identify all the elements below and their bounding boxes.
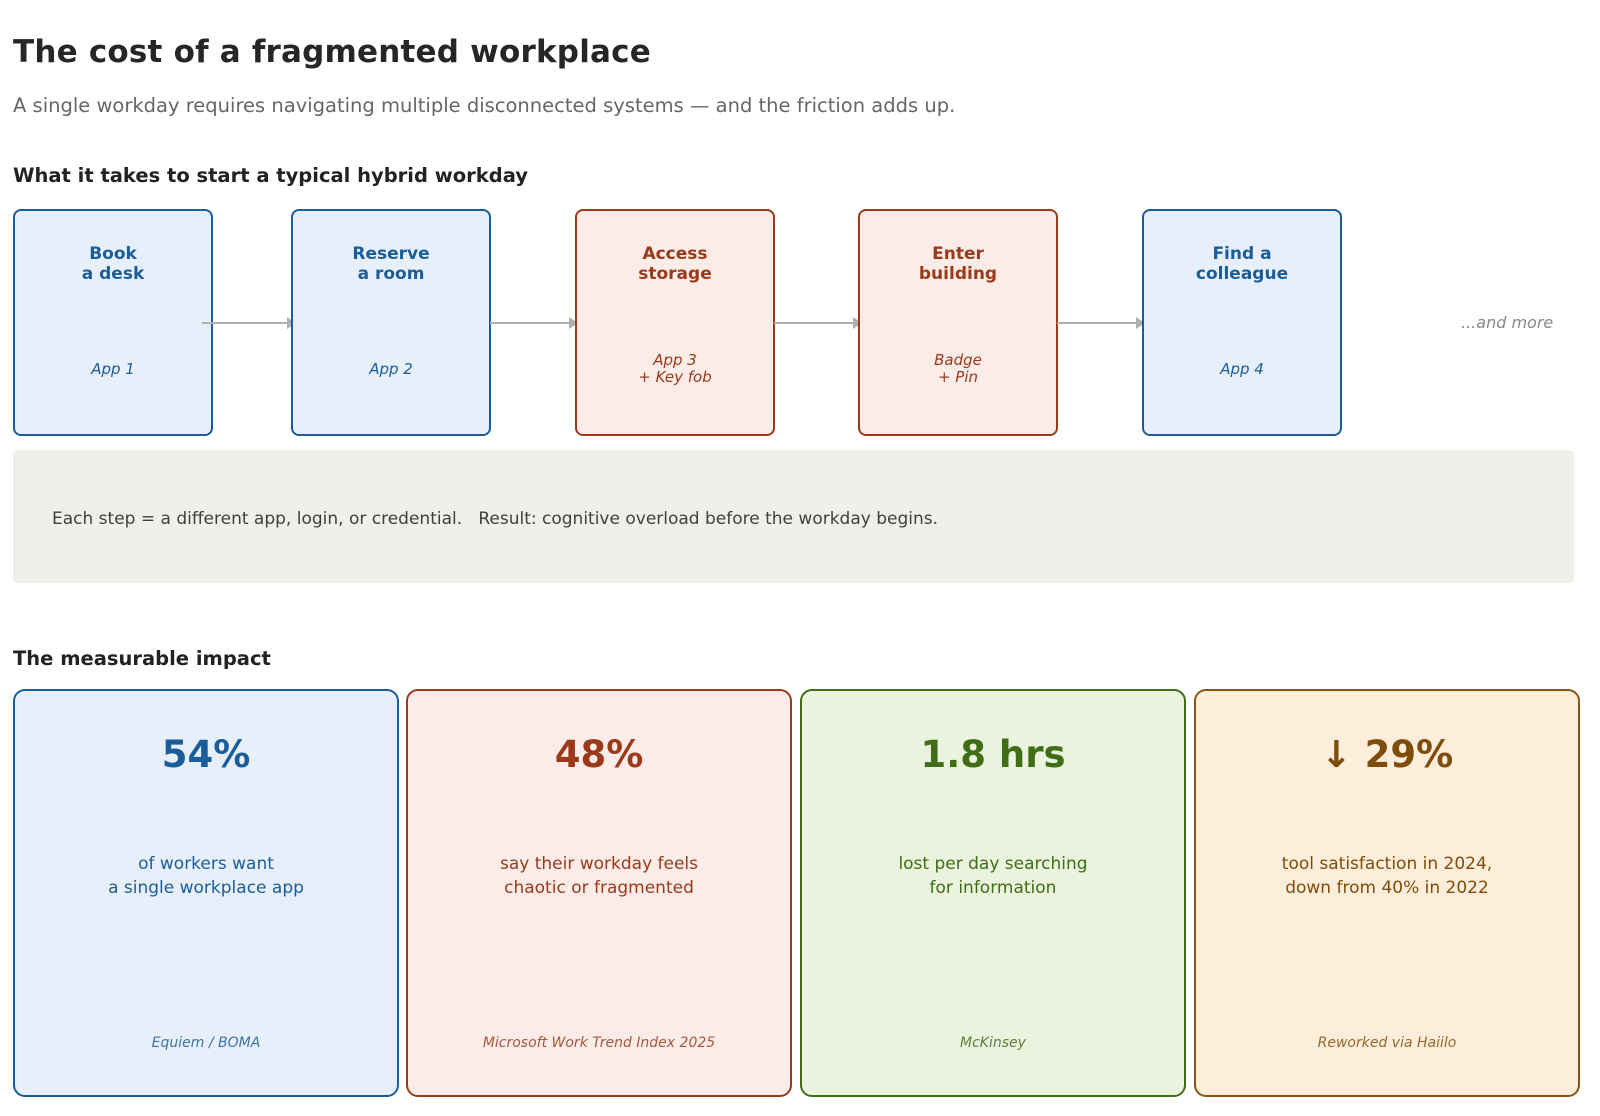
stat-source: Microsoft Work Trend Index 2025: [482, 1035, 716, 1051]
step-title: Enter building: [918, 244, 998, 284]
stat-value: 54%: [161, 733, 251, 776]
step-access-storage: Access storage App 3 + Key fob: [575, 209, 775, 436]
flow-section-heading: What it takes to start a typical hybrid …: [13, 164, 528, 187]
flow-arrow: [774, 317, 862, 329]
step-app: App 1: [91, 360, 135, 378]
step-app: App 4: [1220, 360, 1264, 378]
stat-card-single-app: 54% of workers want a single workplace a…: [13, 689, 399, 1097]
stat-value: 1.8 hrs: [920, 733, 1066, 776]
flow-arrow: [490, 317, 578, 329]
step-title: Reserve a room: [352, 244, 430, 284]
stat-card-tool-satisfaction: ↓ 29% tool satisfaction in 2024, down fr…: [1194, 689, 1580, 1097]
impact-section-heading: The measurable impact: [13, 647, 271, 670]
stat-source: Equiem / BOMA: [151, 1035, 261, 1051]
step-app: App 2: [369, 360, 413, 378]
flow-arrow: [1057, 317, 1145, 329]
step-app: Badge + Pin: [934, 351, 982, 386]
flow-arrow: [202, 317, 296, 329]
stat-description: lost per day searching for information: [898, 854, 1088, 898]
step-app: App 3 + Key fob: [638, 351, 712, 386]
step-book-desk: Book a desk App 1: [13, 209, 213, 436]
note-text: Each step = a different app, login, or c…: [52, 509, 939, 529]
step-title: Access storage: [638, 244, 712, 284]
page-title: The cost of a fragmented workplace: [13, 34, 651, 70]
step-title: Book a desk: [81, 244, 145, 284]
step-title: Find a colleague: [1195, 244, 1289, 284]
step-reserve-room: Reserve a room App 2: [291, 209, 491, 436]
stat-source: McKinsey: [960, 1035, 1026, 1051]
page-subtitle: A single workday requires navigating mul…: [13, 94, 956, 117]
step-enter-building: Enter building Badge + Pin: [858, 209, 1058, 436]
note-box: [13, 450, 1574, 583]
stat-source: Reworked via Haiilo: [1317, 1035, 1457, 1051]
stat-value: 48%: [554, 733, 644, 776]
stat-description: tool satisfaction in 2024, down from 40%…: [1281, 854, 1493, 898]
step-find-colleague: Find a colleague App 4: [1142, 209, 1342, 436]
stat-description: say their workday feels chaotic or fragm…: [499, 854, 699, 898]
stat-description: of workers want a single workplace app: [108, 854, 304, 898]
stat-card-chaotic-workday: 48% say their workday feels chaotic or f…: [406, 689, 792, 1097]
stat-card-time-lost: 1.8 hrs lost per day searching for infor…: [800, 689, 1186, 1097]
stat-value: ↓ 29%: [1320, 733, 1454, 776]
and-more-label: ...and more: [1461, 313, 1554, 332]
